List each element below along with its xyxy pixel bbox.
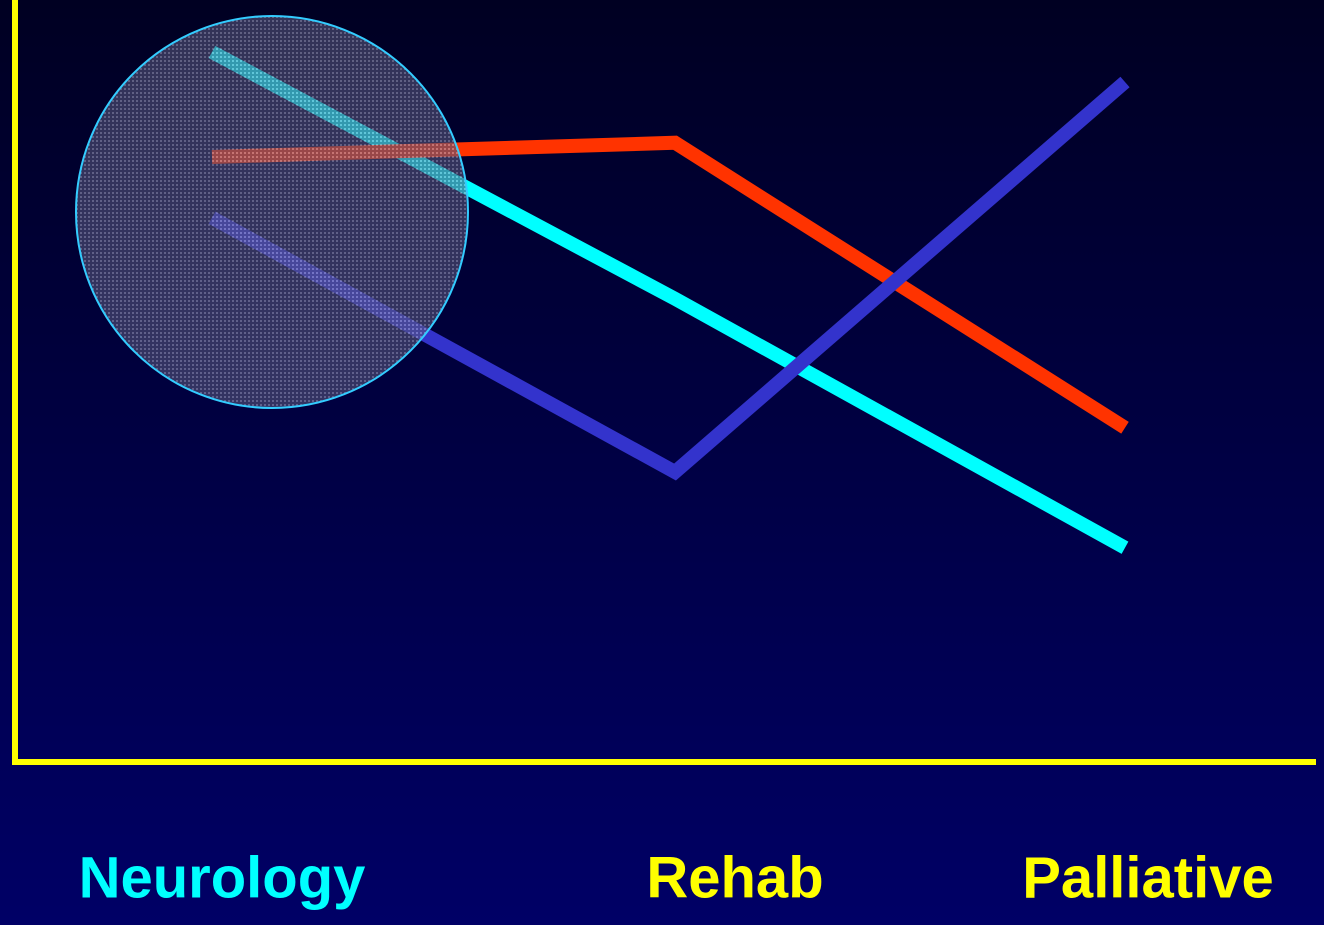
labels: Neurology Rehab Palliative [79, 845, 1274, 910]
x-tick-label: Palliative [1022, 845, 1273, 910]
axes [12, 0, 1316, 765]
highlight-circle [75, 15, 469, 409]
x-tick-label: Neurology [79, 845, 366, 910]
x-tick-label: Rehab [646, 845, 823, 910]
